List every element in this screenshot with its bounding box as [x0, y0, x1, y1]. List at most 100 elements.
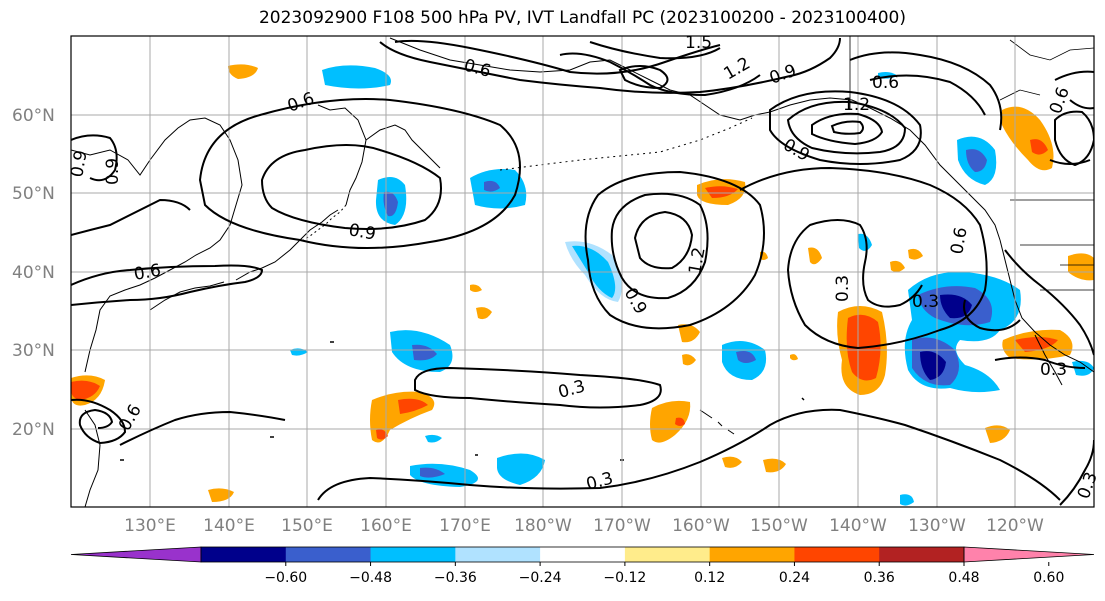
contour-label: 0.6 [462, 56, 493, 82]
colorbar-segment [370, 547, 456, 562]
positive-patch [682, 354, 696, 366]
lon-label: 140°E [203, 516, 255, 536]
contour-label: 0.6 [285, 89, 317, 117]
positive-patch [790, 354, 798, 361]
map-frame [70, 35, 1095, 508]
negative-patch [484, 180, 500, 192]
lon-label: 130°E [124, 516, 176, 536]
contour-label: 0.3 [1074, 469, 1102, 501]
colorbar-extend-low [70, 546, 202, 563]
pv-contours [71, 37, 1094, 506]
hawaii [699, 409, 735, 435]
negative-patch [858, 233, 872, 251]
map-title: 2023092900 F108 500 hPa PV, IVT Landfall… [258, 8, 906, 28]
pv-contour [849, 51, 1003, 131]
colorbar-tick-label: −0.24 [519, 570, 562, 586]
negative-patch [497, 453, 545, 485]
lon-label: 140°W [829, 516, 887, 536]
latitude-labels: 60°N 50°N 40°N 30°N 20°N [12, 106, 55, 440]
negative-patch [412, 344, 437, 361]
colorbar-tick-label: 0.60 [1033, 570, 1064, 586]
pv-contour [786, 100, 907, 155]
positive-patch [908, 248, 923, 260]
pv-contour [1049, 70, 1094, 165]
positive-patch [985, 425, 1010, 443]
contour-label: 1.2 [721, 53, 754, 84]
pv-contour [414, 366, 662, 409]
contour-label: 1.2 [685, 246, 709, 276]
lat-label: 50°N [12, 184, 55, 204]
contour-label: 0.6 [132, 261, 162, 285]
contour-label: 0.9 [780, 135, 813, 166]
positive-patch [476, 307, 492, 320]
colorbar-segment [540, 547, 626, 562]
negative-patch [322, 65, 391, 89]
contour-label: 0.3 [912, 292, 939, 312]
pv-contour [198, 98, 521, 249]
lon-label: 180°W [514, 516, 572, 536]
japan-coast [235, 209, 339, 281]
pv-contour [379, 37, 841, 94]
positive-patch [470, 284, 482, 292]
negative-patch [920, 351, 946, 380]
pv-contour [963, 299, 1021, 332]
contour-label: 0.9 [347, 220, 377, 244]
colorbar-extend-high [963, 546, 1095, 563]
contour-label: 0.9 [767, 61, 799, 89]
lon-label: 130°W [908, 516, 966, 536]
positive-patch [208, 488, 234, 502]
colorbar-tick-label: 0.36 [864, 570, 895, 586]
colorbar-tick-label: 0.48 [948, 570, 979, 586]
lon-label: 170°W [593, 516, 651, 536]
colorbar-segment [624, 547, 711, 562]
aleutian-islands [499, 117, 753, 171]
colorbar-segment [285, 547, 372, 562]
negative-patch [420, 467, 445, 478]
pv-contour [739, 166, 988, 350]
lon-label: 160°E [360, 516, 412, 536]
alaska-coast [769, 97, 1001, 241]
japan-coast [149, 281, 225, 311]
colorbar-tick-label: 0.12 [694, 570, 725, 586]
contour-label: 0.9 [103, 158, 123, 185]
contour-label: 0.6 [947, 226, 971, 256]
positive-patch [675, 417, 685, 426]
negative-patch [900, 494, 914, 506]
pv-contour [869, 74, 986, 116]
pv-contour [1004, 249, 1094, 356]
contour-label: 0.3 [833, 275, 853, 302]
positive-patch [678, 324, 700, 343]
na-west-coast [999, 239, 1094, 373]
pv-contour [71, 398, 127, 445]
colorbar-tick-label: −0.48 [349, 570, 392, 586]
contour-label: 1.2 [843, 95, 870, 115]
colorbar-segment [709, 547, 795, 562]
contour-label: 0.6 [872, 73, 899, 93]
positive-patch [808, 247, 822, 265]
pv-contour [769, 90, 922, 165]
lon-label: 170°E [439, 516, 491, 536]
baja-coast [1034, 334, 1063, 386]
kamchatka-coast [317, 104, 367, 206]
positive-patch [71, 380, 100, 400]
negative-patch [966, 149, 987, 172]
borders [849, 36, 1094, 291]
pv-contour [994, 356, 1086, 369]
lat-label: 20°N [12, 420, 55, 440]
pv-contour [71, 198, 191, 236]
pv-contour [71, 264, 264, 306]
contour-label: 1.5 [685, 33, 712, 53]
longitude-labels: 130°E 140°E 150°E 160°E 170°E 180°W 170°… [124, 516, 1044, 536]
contour-label: 0.9 [620, 285, 651, 318]
pv-contour [260, 144, 442, 230]
positive-patch [1002, 106, 1054, 171]
positive-patch [722, 456, 742, 468]
colorbar-tick-label: −0.60 [264, 570, 307, 586]
pv-contour [559, 52, 761, 97]
pv-contour [589, 41, 721, 60]
asia-coast [84, 409, 101, 507]
positive-patch [650, 400, 691, 443]
asia-coast [71, 117, 243, 373]
lon-label: 150°W [750, 516, 808, 536]
